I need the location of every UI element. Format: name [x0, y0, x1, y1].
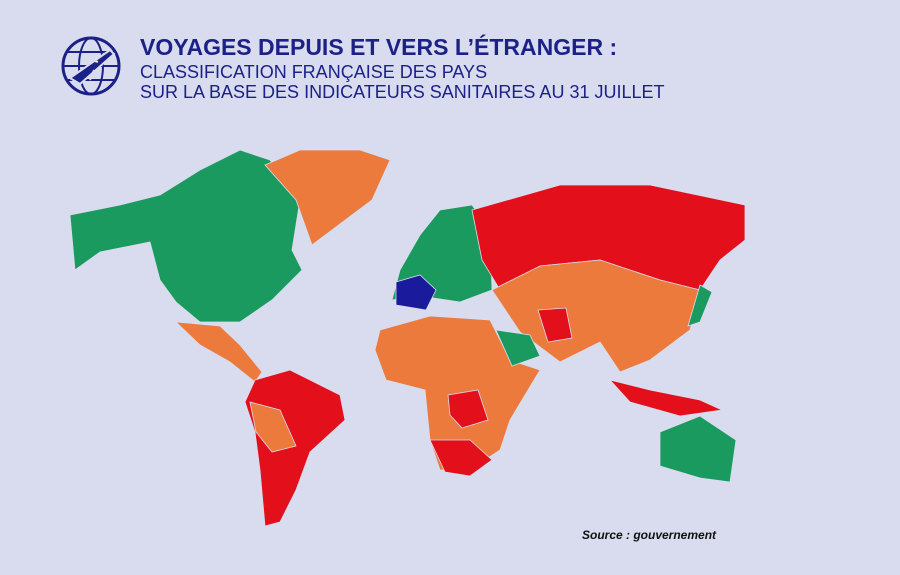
middle-east: [537, 307, 573, 343]
title: VOYAGES DEPUIS ET VERS L’ÉTRANGER :: [140, 34, 618, 60]
france: [395, 274, 437, 311]
logo: [61, 36, 121, 96]
australia: [659, 415, 737, 483]
arabia: [495, 329, 541, 367]
andes: [249, 401, 297, 453]
central-america: [174, 321, 263, 383]
indonesia: [608, 379, 724, 417]
subtitle-line: CLASSIFICATION FRANÇAISE DES PAYS: [140, 62, 488, 82]
central-africa: [447, 389, 489, 429]
asia: [491, 259, 701, 373]
source: Source : gouvernement: [582, 528, 717, 542]
countries: [69, 149, 746, 527]
japan: [687, 284, 713, 327]
greenland: [264, 149, 391, 246]
south-america: [244, 369, 346, 527]
north-america: [69, 149, 303, 323]
subtitle-line: SUR LA BASE DES INDICATEURS SANITAIRES A…: [140, 82, 665, 102]
southern-africa: [429, 439, 493, 477]
